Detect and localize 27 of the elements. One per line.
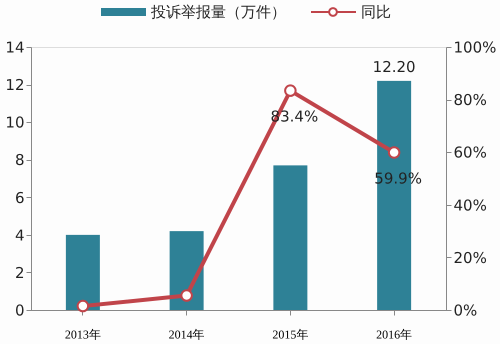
x-tick-label: 2014年 — [168, 328, 205, 342]
y-tick-label: 0 — [14, 302, 24, 320]
point — [180, 289, 193, 302]
y2-tick-label: 100% — [454, 38, 496, 56]
y-tick-label: 4 — [14, 226, 24, 244]
bar — [66, 234, 100, 310]
x-tick-label: 2016年 — [376, 328, 412, 342]
y-tick-label: 10 — [5, 114, 24, 132]
x-tick-label: 2015年 — [272, 328, 308, 342]
point — [284, 84, 297, 97]
x-tick-label: 2013年 — [64, 328, 101, 342]
y2-tick-label: 80% — [454, 91, 487, 110]
y-tick-label: 2 — [14, 264, 24, 282]
legend-label: 同比 — [361, 3, 391, 21]
legend-label: 投诉举报量（万件） — [150, 3, 286, 21]
point — [76, 300, 90, 312]
y-tick-label: 6 — [14, 188, 24, 207]
y2-tick-label: 0% — [454, 302, 478, 320]
point — [388, 146, 400, 159]
y2-tick-label: 40% — [454, 196, 487, 214]
y-tick-label: 12 — [5, 76, 24, 94]
data-label: 12.20 — [372, 58, 416, 76]
bar — [273, 165, 308, 310]
y2-tick-label: 20% — [454, 248, 487, 267]
y-tick-label: 8 — [14, 151, 24, 170]
y-tick-label: 14 — [5, 38, 24, 56]
y2-tick-label: 60% — [454, 144, 487, 162]
